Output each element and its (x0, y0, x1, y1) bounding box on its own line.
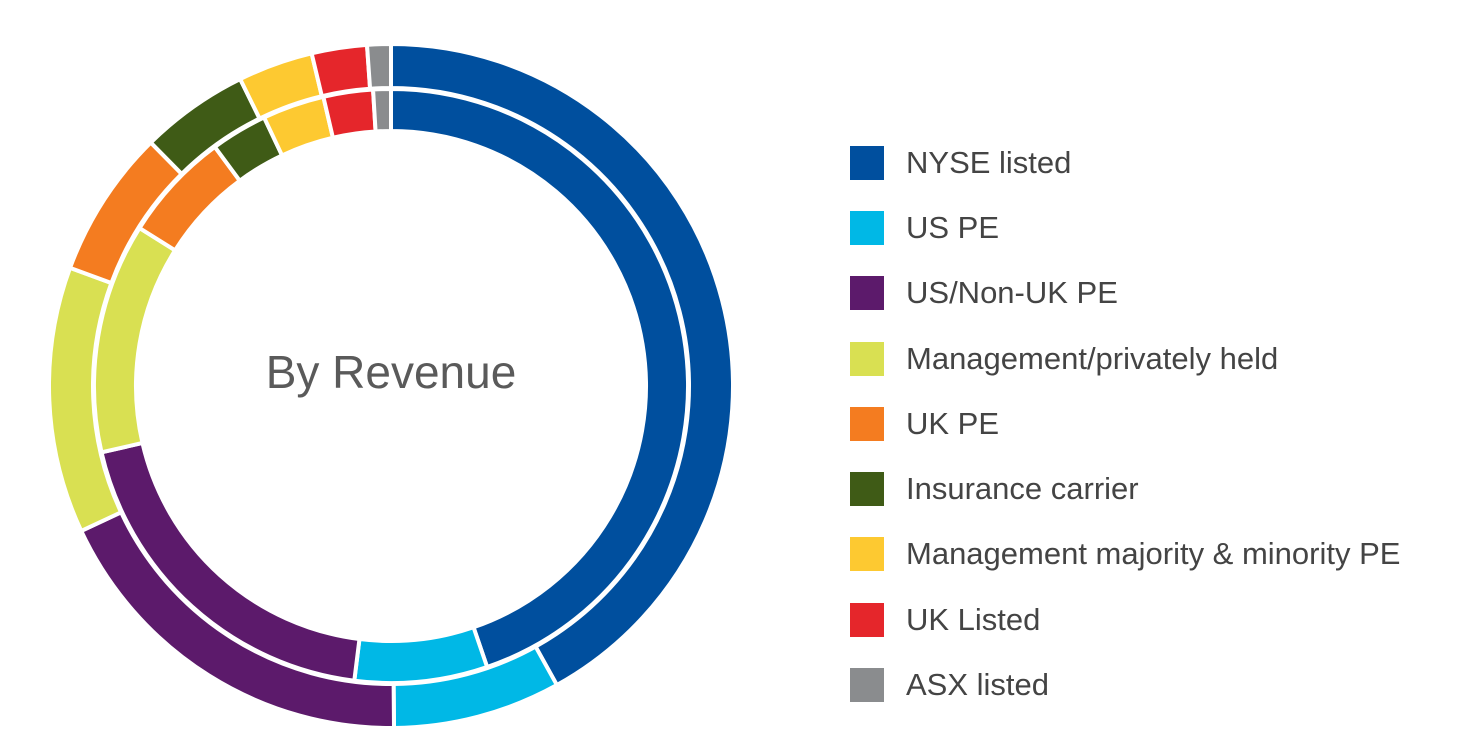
legend-item: Management majority & minority PE (850, 522, 1400, 587)
legend-label: Insurance carrier (906, 471, 1139, 507)
outer-ring-slice-8 (364, 41, 393, 91)
inner-ring-slice-1 (352, 624, 490, 685)
legend-item: ASX listed (850, 652, 1400, 717)
legend-swatch (850, 472, 884, 507)
legend-item: UK PE (850, 391, 1400, 456)
center-label: By Revenue (266, 346, 517, 398)
legend-label: NYSE listed (906, 144, 1072, 180)
legend-swatch (850, 341, 884, 376)
legend-item: US/Non-UK PE (850, 261, 1400, 326)
inner-ring-slice-7 (320, 87, 378, 141)
double-donut-chart: By Revenue (47, 41, 735, 731)
legend-label: UK PE (906, 405, 1000, 441)
legend-label: ASX listed (906, 667, 1050, 703)
inner-ring (92, 86, 690, 685)
legend-swatch (850, 210, 884, 245)
legend-swatch (850, 602, 884, 637)
legend-label: UK Listed (906, 601, 1041, 637)
legend-item: Insurance carrier (850, 456, 1400, 521)
inner-ring-slice-8 (370, 86, 393, 134)
legend-swatch (850, 406, 884, 441)
outer-ring-slice-7 (309, 42, 373, 99)
legend-label: Management majority & minority PE (906, 536, 1401, 572)
legend: NYSE listed US PE US/Non-UK PE Management/p… (850, 130, 1400, 718)
outer-ring (47, 41, 735, 731)
legend-item: Management/privately held (850, 326, 1400, 391)
legend-item: US PE (850, 195, 1400, 260)
legend-swatch (850, 145, 884, 180)
legend-label: Management/privately held (906, 340, 1279, 376)
inner-ring-slice-0 (389, 86, 690, 670)
legend-item: NYSE listed (850, 130, 1400, 195)
legend-swatch (850, 276, 884, 311)
legend-label: US/Non-UK PE (906, 275, 1118, 311)
legend-swatch (850, 537, 884, 572)
legend-swatch (850, 668, 884, 703)
legend-label: US PE (906, 209, 1000, 245)
legend-item: UK Listed (850, 587, 1400, 652)
